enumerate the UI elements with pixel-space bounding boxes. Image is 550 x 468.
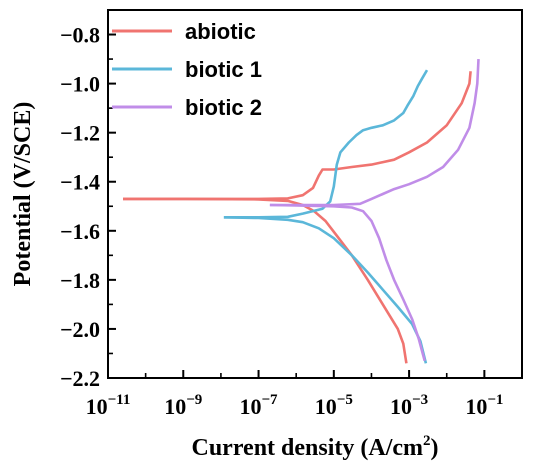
x-tick-label: 10−3 — [390, 392, 428, 419]
y-tick-label: −1.8 — [60, 268, 100, 293]
x-tick-base: 10 — [390, 394, 412, 419]
plot-frame — [107, 9, 523, 379]
legend-label-biotic-2: biotic 2 — [185, 95, 262, 120]
x-tick-base: 10 — [86, 394, 108, 419]
x-axis-title-main: Current density (A/cm — [191, 435, 423, 461]
x-tick-exponent: −1 — [487, 392, 503, 408]
x-tick-label: 10−5 — [315, 392, 353, 419]
series-line-abiotic-cathodic — [123, 197, 408, 364]
y-tick-label: −2.2 — [60, 366, 100, 391]
y-tick-label: −2.0 — [60, 317, 100, 342]
plot-layer — [123, 59, 480, 364]
x-axis-title-sup: 2 — [423, 433, 431, 449]
y-tick-label: −1.0 — [60, 72, 100, 97]
series-line-biotic-2-anodic — [269, 59, 480, 207]
x-tick-exponent: −9 — [186, 392, 202, 408]
x-tick-base: 10 — [465, 394, 487, 419]
legend-label-biotic-1: biotic 1 — [185, 57, 262, 82]
y-tick-label: −1.4 — [60, 170, 100, 195]
x-tick-exponent: −3 — [412, 392, 428, 408]
x-tick-label: 10−1 — [465, 392, 503, 419]
x-tick-base: 10 — [164, 394, 186, 419]
x-tick-base: 10 — [240, 394, 262, 419]
x-tick-label: 10−11 — [86, 392, 131, 419]
y-tick-label: −0.8 — [60, 23, 100, 48]
series-line-biotic-1-anodic — [223, 69, 429, 219]
legend-label-abiotic: abiotic — [185, 19, 256, 44]
x-tick-label: 10−9 — [164, 392, 202, 419]
series-line-biotic-2-cathodic — [269, 203, 426, 362]
axes-layer: 10−11 10−9 10−7 10−5 10−3 10−1−0.8−1.0−1.2−1.… — [60, 9, 523, 419]
y-tick-label: −1.6 — [60, 219, 100, 244]
x-tick-exponent: −11 — [108, 392, 131, 408]
x-tick-label: 10−7 — [240, 392, 279, 419]
series-line-abiotic-anodic — [123, 71, 472, 201]
x-axis-title: Current density (A/cm2) — [191, 433, 438, 461]
y-axis-title: Potential (V/SCE) — [10, 102, 36, 287]
x-tick-exponent: −7 — [262, 392, 279, 408]
legend: abiotic biotic 1 biotic 2 — [112, 19, 262, 120]
x-axis-title-end: ) — [431, 435, 439, 461]
x-tick-exponent: −5 — [337, 392, 353, 408]
y-tick-label: −1.2 — [60, 121, 100, 146]
x-tick-base: 10 — [315, 394, 337, 419]
series-line-biotic-1-cathodic — [223, 216, 428, 364]
